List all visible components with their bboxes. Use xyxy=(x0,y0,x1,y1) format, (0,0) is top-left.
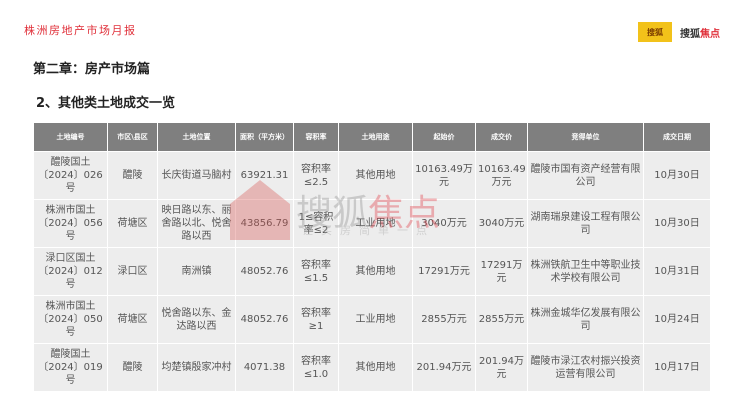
table-row: 株洲市国土〔2024〕056号 荷塘区 映日路以东、丽舍路以北、悦舍路以西 43856… xyxy=(33,199,711,248)
table-cell: 2855万元 xyxy=(475,295,528,344)
table-cell: 201.94万元 xyxy=(412,343,476,392)
table-cell: 10月24日 xyxy=(643,295,711,344)
table-cell: 工业用地 xyxy=(338,295,413,344)
table-cell: 10163.49万元 xyxy=(475,151,528,200)
table-cell: 48052.76 xyxy=(235,247,294,296)
table-cell: 17291万元 xyxy=(475,247,528,296)
column-header: 面积（平方米） xyxy=(235,122,294,152)
table-header: 土地编号 市区\县区 土地位置 面积（平方米） 容积率 土地用途 起始价 成交价 竞得单位 成交日… xyxy=(33,122,711,152)
table-row: 醴陵国土〔2024〕019号 醴陵 均楚镇殷家冲村 4071.38 容积率≤1.0 其他用… xyxy=(33,343,711,392)
table-cell: 醴陵国土〔2024〕019号 xyxy=(33,343,108,392)
table-cell: 醴陵 xyxy=(107,151,158,200)
table-cell: 渌口区 xyxy=(107,247,158,296)
chapter-title: 第二章：房产市场篇 xyxy=(33,62,151,77)
table-cell: 醴陵 xyxy=(107,343,158,392)
table-cell: 3040万元 xyxy=(412,199,476,248)
table-cell: 长庆街道马脑村 xyxy=(157,151,236,200)
column-header: 竞得单位 xyxy=(527,122,644,152)
table-cell: 48052.76 xyxy=(235,295,294,344)
section-title: 2、其他类土地成交一览 xyxy=(36,96,176,111)
table-cell: 容积率≤1.5 xyxy=(293,247,339,296)
column-header: 土地用途 xyxy=(338,122,413,152)
column-header: 市区\县区 xyxy=(107,122,158,152)
table-cell: 荷塘区 xyxy=(107,199,158,248)
table-cell: 63921.31 xyxy=(235,151,294,200)
table-cell: 株洲金城华亿发展有限公司 xyxy=(527,295,644,344)
table-cell: 株洲市国土〔2024〕056号 xyxy=(33,199,108,248)
table-cell: 4071.38 xyxy=(235,343,294,392)
table-cell: 其他用地 xyxy=(338,151,413,200)
table-cell: 其他用地 xyxy=(338,343,413,392)
table-cell: 株洲市国土〔2024〕050号 xyxy=(33,295,108,344)
column-header: 成交价 xyxy=(475,122,528,152)
table-cell: 容积率≤1.0 xyxy=(293,343,339,392)
column-header: 起始价 xyxy=(412,122,476,152)
table-row: 株洲市国土〔2024〕050号 荷塘区 悦舍路以东、金达路以西 48052.76 容积率… xyxy=(33,295,711,344)
sohu-logo: 搜狐 xyxy=(638,22,672,42)
table-cell: 醴陵国土〔2024〕026号 xyxy=(33,151,108,200)
table-cell: 容积率≤2.5 xyxy=(293,151,339,200)
table-cell: 10月31日 xyxy=(643,247,711,296)
table-cell: 南洲镇 xyxy=(157,247,236,296)
table-cell: 渌口区国土〔2024〕012号 xyxy=(33,247,108,296)
table-cell: 湖南瑞泉建设工程有限公司 xyxy=(527,199,644,248)
column-header: 成交日期 xyxy=(643,122,711,152)
table-cell: 映日路以东、丽舍路以北、悦舍路以西 xyxy=(157,199,236,248)
table-cell: 均楚镇殷家冲村 xyxy=(157,343,236,392)
table-cell: 醴陵市渌江农村振兴投资运营有限公司 xyxy=(527,343,644,392)
table-cell: 17291万元 xyxy=(412,247,476,296)
report-title: 株洲房地产市场月报 xyxy=(24,24,137,37)
column-header: 土地位置 xyxy=(157,122,236,152)
column-header: 土地编号 xyxy=(33,122,108,152)
table-cell: 10月17日 xyxy=(643,343,711,392)
table-cell: 工业用地 xyxy=(338,199,413,248)
table-cell: 株洲铁航卫生中等职业技术学校有限公司 xyxy=(527,247,644,296)
table-cell: 2855万元 xyxy=(412,295,476,344)
sohu-focus-logo: 搜狐焦点 xyxy=(680,28,720,40)
table-cell: 醴陵市国有资产经营有限公司 xyxy=(527,151,644,200)
table-cell: 其他用地 xyxy=(338,247,413,296)
table-cell: 容积率≥1 xyxy=(293,295,339,344)
land-transactions-table: 土地编号 市区\县区 土地位置 面积（平方米） 容积率 土地用途 起始价 成交价 竞得单位 成交日… xyxy=(33,122,711,392)
table-cell: 43856.79 xyxy=(235,199,294,248)
table-row: 渌口区国土〔2024〕012号 渌口区 南洲镇 48052.76 容积率≤1.5 其他用地… xyxy=(33,247,711,296)
table-cell: 10月30日 xyxy=(643,151,711,200)
table-cell: 1≤容积率≤2 xyxy=(293,199,339,248)
table-row: 醴陵国土〔2024〕026号 醴陵 长庆街道马脑村 63921.31 容积率≤2.5 其他… xyxy=(33,151,711,200)
table-cell: 10月30日 xyxy=(643,199,711,248)
table-cell: 10163.49万元 xyxy=(412,151,476,200)
logos: 搜狐 搜狐焦点 xyxy=(638,22,720,42)
column-header: 容积率 xyxy=(293,122,339,152)
table-cell: 悦舍路以东、金达路以西 xyxy=(157,295,236,344)
table-cell: 201.94万元 xyxy=(475,343,528,392)
table-cell: 荷塘区 xyxy=(107,295,158,344)
table-cell: 3040万元 xyxy=(475,199,528,248)
